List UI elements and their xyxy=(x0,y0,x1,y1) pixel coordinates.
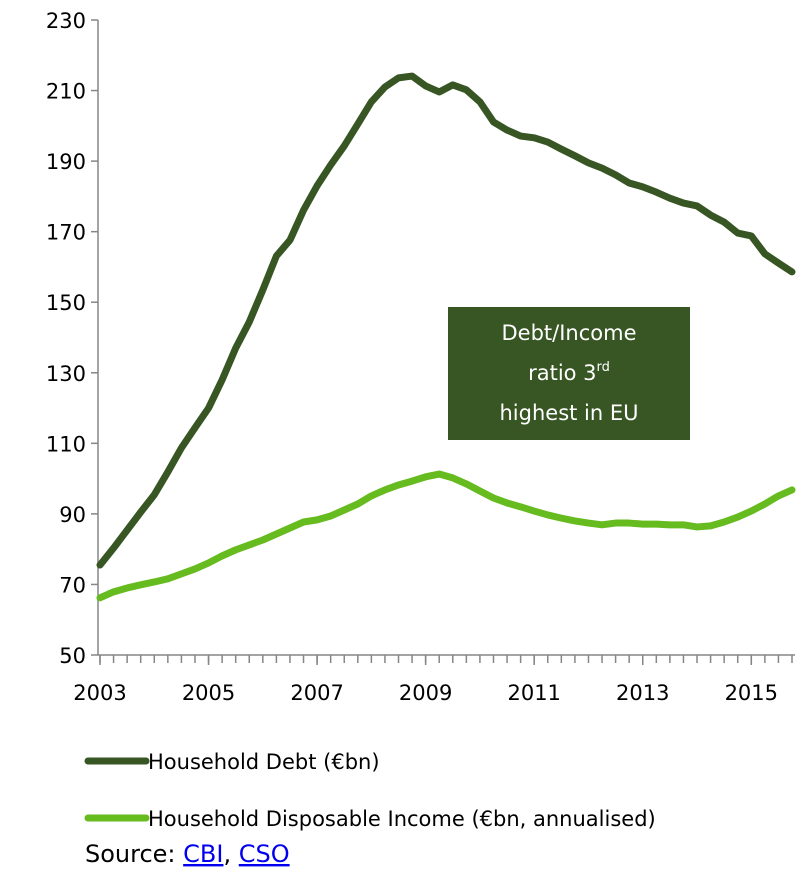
annotation-sup: rd xyxy=(597,360,610,375)
y-tick-label: 130 xyxy=(46,362,86,386)
x-tick-label: 2003 xyxy=(73,681,126,705)
y-tick-label: 170 xyxy=(46,221,86,245)
y-tick-label: 110 xyxy=(46,432,86,456)
source-link[interactable]: CSO xyxy=(239,840,290,868)
x-tick-label: 2011 xyxy=(507,681,560,705)
legend-label: Household Disposable Income (€bn, annual… xyxy=(148,807,656,831)
annotation: Debt/Income xyxy=(501,321,636,345)
y-tick-label: 190 xyxy=(46,150,86,174)
source-label: Source: xyxy=(85,840,183,868)
x-tick-label: 2005 xyxy=(182,681,235,705)
annotation: ratio 3 xyxy=(528,361,596,385)
x-tick-label: 2013 xyxy=(616,681,669,705)
annotation: ratio 3rd xyxy=(528,360,610,385)
source-link[interactable]: CBI xyxy=(183,840,223,868)
source-sep: , xyxy=(223,840,238,868)
data-line xyxy=(96,470,796,602)
x-tick-label: 2009 xyxy=(399,681,452,705)
data-line xyxy=(96,72,796,569)
y-tick-label: 50 xyxy=(59,644,86,668)
source: Source: CBI, CSO xyxy=(85,840,290,868)
legend-label: Household Debt (€bn) xyxy=(148,750,380,774)
x-tick-label: 2007 xyxy=(290,681,343,705)
annotation: highest in EU xyxy=(499,401,638,425)
y-tick-label: 230 xyxy=(46,9,86,33)
y-tick-label: 70 xyxy=(59,573,86,597)
y-tick-label: 150 xyxy=(46,291,86,315)
y-tick-label: 90 xyxy=(59,503,86,527)
y-tick-label: 210 xyxy=(46,80,86,104)
x-tick-label: 2015 xyxy=(725,681,778,705)
annotation-box xyxy=(448,307,690,440)
